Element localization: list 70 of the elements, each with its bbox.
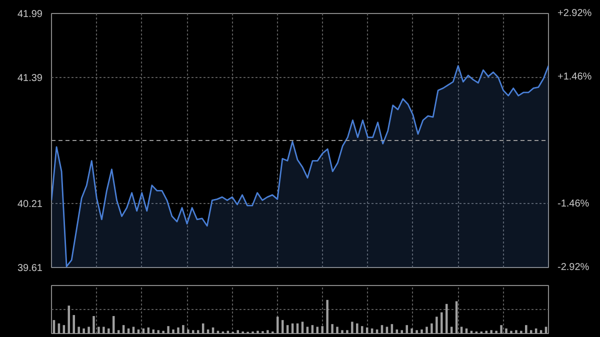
bar <box>266 330 269 334</box>
bar <box>102 326 105 334</box>
bar <box>341 330 344 334</box>
bar <box>400 330 404 334</box>
bar <box>177 327 180 334</box>
bar <box>281 320 284 334</box>
bar <box>108 328 110 334</box>
bar <box>530 330 532 334</box>
bar <box>98 326 100 334</box>
bar <box>336 326 338 334</box>
bar <box>495 330 498 334</box>
y2-tick-label: -2.92% <box>558 262 590 273</box>
bar <box>88 326 90 334</box>
bar <box>505 328 508 334</box>
bar <box>410 328 413 334</box>
bar <box>390 324 394 334</box>
bar <box>286 325 289 334</box>
bar <box>196 330 200 334</box>
bar <box>361 326 364 334</box>
bar <box>72 315 75 334</box>
bar <box>172 329 174 334</box>
bar <box>420 329 423 334</box>
bar <box>440 312 443 334</box>
bar <box>321 326 324 334</box>
bar <box>82 328 85 334</box>
bar <box>236 330 239 334</box>
bar <box>515 330 518 334</box>
bar <box>301 322 304 334</box>
bar <box>68 306 70 334</box>
bar <box>520 330 522 334</box>
bar <box>167 326 170 334</box>
bar <box>500 325 502 334</box>
bar <box>256 330 259 334</box>
bar <box>276 316 279 334</box>
y2-tick-label: +1.46% <box>558 72 592 82</box>
y-tick-label: 41.99 <box>17 9 43 20</box>
bar <box>162 330 164 334</box>
bar <box>311 325 314 334</box>
bar <box>117 330 120 334</box>
y-tick-label: 39.61 <box>17 263 43 274</box>
y2-tick-label: +2.92% <box>558 8 592 19</box>
bar <box>331 324 334 334</box>
bar <box>62 325 66 334</box>
bar <box>540 330 542 334</box>
bar <box>490 330 492 334</box>
bar <box>525 325 528 334</box>
bar <box>416 330 418 334</box>
bar <box>157 330 160 334</box>
bar <box>326 300 328 334</box>
bar <box>112 316 115 334</box>
bar <box>430 323 433 334</box>
bar <box>351 322 354 334</box>
bar <box>455 301 458 334</box>
bar <box>380 325 384 334</box>
y-tick-label: 40.21 <box>17 198 43 210</box>
bar <box>187 329 190 334</box>
bar <box>356 323 358 334</box>
bar <box>92 316 95 334</box>
y2-tick-label: -1.46% <box>558 198 590 210</box>
bar <box>436 316 438 334</box>
bar <box>406 325 408 334</box>
y-tick-label: 41.39 <box>17 73 43 84</box>
bar <box>182 325 184 334</box>
bar <box>122 325 125 334</box>
bar <box>52 320 56 334</box>
bar <box>346 330 348 334</box>
bar <box>78 326 80 334</box>
bar <box>510 330 512 334</box>
bar <box>426 326 428 334</box>
bar <box>192 330 194 334</box>
